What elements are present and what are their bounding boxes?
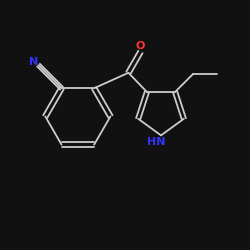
Text: HN: HN — [146, 137, 165, 147]
Text: O: O — [136, 41, 145, 51]
Text: N: N — [29, 57, 38, 67]
